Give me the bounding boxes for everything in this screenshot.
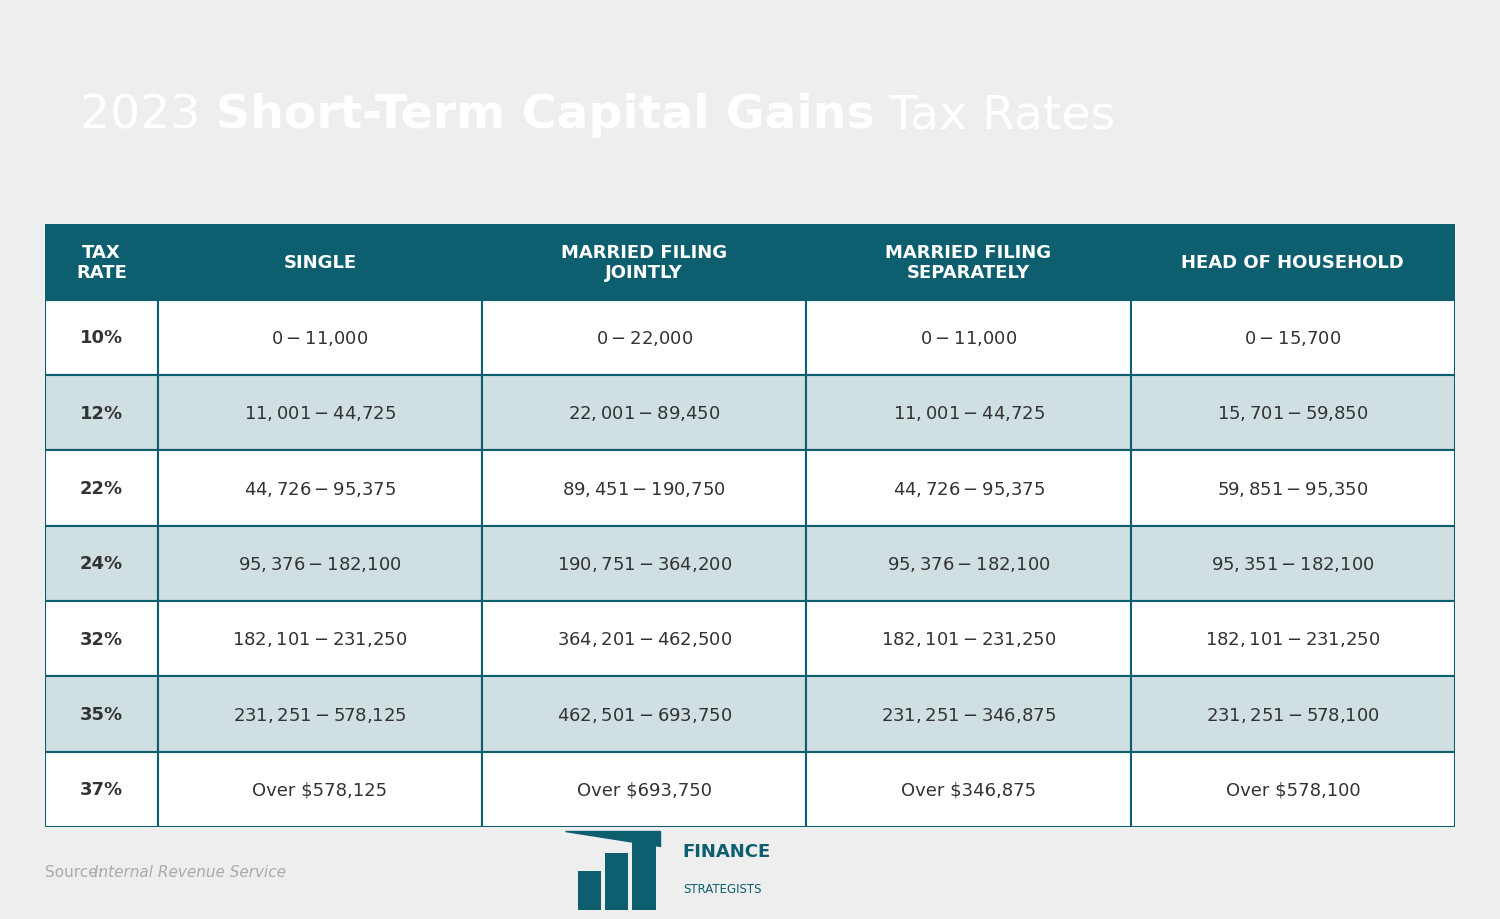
Bar xyxy=(578,871,602,910)
Bar xyxy=(158,752,482,827)
Text: 12%: 12% xyxy=(80,404,123,422)
Text: $231,251  -  $346,875: $231,251 - $346,875 xyxy=(880,705,1056,724)
Text: $0  -  $11,000: $0 - $11,000 xyxy=(272,328,369,347)
Bar xyxy=(158,526,482,601)
Text: $11,001  -  $44,725: $11,001 - $44,725 xyxy=(244,403,396,423)
Text: Over $578,125: Over $578,125 xyxy=(252,780,387,799)
Text: $0  -  $11,000: $0 - $11,000 xyxy=(920,328,1017,347)
Text: $182,101  -  $231,250: $182,101 - $231,250 xyxy=(232,630,408,649)
Text: $95,376  -  $182,100: $95,376 - $182,100 xyxy=(886,554,1050,573)
Text: Over $693,750: Over $693,750 xyxy=(578,780,712,799)
Bar xyxy=(1131,752,1455,827)
Bar xyxy=(807,451,1131,526)
Bar xyxy=(45,225,158,301)
Bar xyxy=(158,301,482,376)
Text: $231,251  -  $578,100: $231,251 - $578,100 xyxy=(1206,705,1380,724)
Bar xyxy=(807,752,1131,827)
Text: $182,101  -  $231,250: $182,101 - $231,250 xyxy=(1206,630,1380,649)
Text: 35%: 35% xyxy=(80,705,123,723)
Text: FINANCE: FINANCE xyxy=(682,843,771,860)
Bar xyxy=(807,526,1131,601)
Text: $190,751  -  $364,200: $190,751 - $364,200 xyxy=(556,554,732,573)
Bar xyxy=(604,853,628,910)
Bar xyxy=(45,451,158,526)
Text: 32%: 32% xyxy=(80,630,123,648)
Bar xyxy=(158,676,482,752)
Text: Over $346,875: Over $346,875 xyxy=(902,780,1036,799)
Bar xyxy=(482,526,807,601)
Bar xyxy=(158,451,482,526)
Text: Source:: Source: xyxy=(45,864,108,879)
Text: $95,351  -  $182,100: $95,351 - $182,100 xyxy=(1210,554,1374,573)
Text: SINGLE: SINGLE xyxy=(284,254,357,272)
Text: TAX
RATE: TAX RATE xyxy=(76,244,128,282)
Bar xyxy=(1131,301,1455,376)
Text: STRATEGISTS: STRATEGISTS xyxy=(682,881,762,895)
Bar xyxy=(1131,676,1455,752)
Text: $0  -  $15,700: $0 - $15,700 xyxy=(1245,328,1341,347)
Bar xyxy=(1131,526,1455,601)
Text: 22%: 22% xyxy=(80,480,123,497)
Bar xyxy=(482,601,807,676)
Text: MARRIED FILING
JOINTLY: MARRIED FILING JOINTLY xyxy=(561,244,728,282)
Bar xyxy=(482,752,807,827)
Text: $44,726  -  $95,375: $44,726 - $95,375 xyxy=(244,479,396,498)
Text: Internal Revenue Service: Internal Revenue Service xyxy=(93,864,285,879)
Bar xyxy=(45,526,158,601)
Polygon shape xyxy=(1173,32,1455,184)
Text: $231,251  -  $578,125: $231,251 - $578,125 xyxy=(232,705,406,724)
Bar xyxy=(1131,376,1455,451)
Text: Short-Term Capital Gains: Short-Term Capital Gains xyxy=(216,93,874,138)
Text: $22,001  -  $89,450: $22,001 - $89,450 xyxy=(568,403,720,423)
Bar xyxy=(45,301,158,376)
Text: MARRIED FILING
SEPARATELY: MARRIED FILING SEPARATELY xyxy=(885,244,1052,282)
Bar xyxy=(158,601,482,676)
Text: $182,101  -  $231,250: $182,101 - $231,250 xyxy=(880,630,1056,649)
Bar xyxy=(807,301,1131,376)
Bar xyxy=(45,376,158,451)
Text: $0  -  $22,000: $0 - $22,000 xyxy=(596,328,693,347)
Text: $11,001  -  $44,725: $11,001 - $44,725 xyxy=(892,403,1044,423)
Text: 37%: 37% xyxy=(80,780,123,799)
Bar xyxy=(1131,601,1455,676)
Text: $95,376  -  $182,100: $95,376 - $182,100 xyxy=(238,554,402,573)
Bar xyxy=(45,752,158,827)
Bar xyxy=(1131,451,1455,526)
Bar xyxy=(807,376,1131,451)
Bar xyxy=(482,451,807,526)
Bar xyxy=(482,676,807,752)
Bar xyxy=(482,301,807,376)
Text: HEAD OF HOUSEHOLD: HEAD OF HOUSEHOLD xyxy=(1182,254,1404,272)
Text: $15,701  -  $59,850: $15,701 - $59,850 xyxy=(1218,403,1368,423)
Bar xyxy=(45,601,158,676)
Text: 10%: 10% xyxy=(80,329,123,347)
Text: $59,851  -  $95,350: $59,851 - $95,350 xyxy=(1218,479,1368,498)
Text: $89,451  -  $190,750: $89,451 - $190,750 xyxy=(562,479,726,498)
Bar xyxy=(807,225,1131,301)
Text: Over $578,100: Over $578,100 xyxy=(1226,780,1360,799)
Text: $364,201  -  $462,500: $364,201 - $462,500 xyxy=(556,630,732,649)
Bar xyxy=(633,834,656,910)
Bar xyxy=(45,676,158,752)
Bar xyxy=(807,601,1131,676)
Text: Tax Rates: Tax Rates xyxy=(874,93,1116,138)
Text: 2023: 2023 xyxy=(81,93,216,138)
Bar xyxy=(158,376,482,451)
Bar xyxy=(807,676,1131,752)
Text: $44,726  -  $95,375: $44,726 - $95,375 xyxy=(892,479,1044,498)
Bar xyxy=(482,225,807,301)
Polygon shape xyxy=(566,832,660,846)
Bar xyxy=(158,225,482,301)
Text: 24%: 24% xyxy=(80,555,123,573)
Bar xyxy=(1131,225,1455,301)
Text: $462,501  -  $693,750: $462,501 - $693,750 xyxy=(556,705,732,724)
Bar xyxy=(482,376,807,451)
